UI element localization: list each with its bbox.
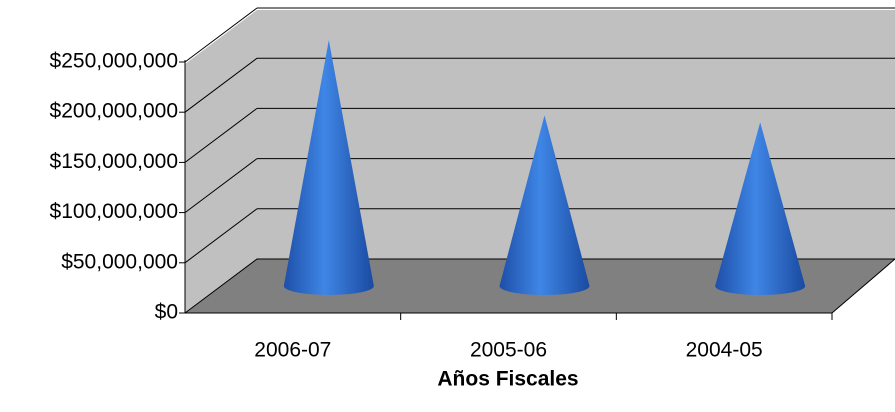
x-axis-title: Años Fiscales xyxy=(437,368,578,391)
grid-line xyxy=(184,57,258,113)
y-tick-label: $250,000,000 xyxy=(50,50,178,73)
grid-line xyxy=(184,7,258,63)
back-wall xyxy=(257,10,895,259)
y-tick-label: $150,000,000 xyxy=(50,150,178,173)
x-tick-label: 2005-06 xyxy=(470,339,547,362)
x-tick-label: 2006-07 xyxy=(254,339,331,362)
cone xyxy=(283,40,374,295)
y-tick-label: $0 xyxy=(155,301,178,324)
cone xyxy=(499,115,590,295)
grid-line xyxy=(184,208,258,264)
y-tick-label: $200,000,000 xyxy=(50,100,178,123)
cone xyxy=(715,122,806,296)
grid-line xyxy=(184,108,258,163)
y-tick-label: $100,000,000 xyxy=(50,200,178,223)
grid-line xyxy=(184,158,258,214)
side-wall xyxy=(185,10,257,313)
y-tick-label: $50,000,000 xyxy=(61,250,178,273)
x-tick-label: 2004-05 xyxy=(686,339,763,362)
